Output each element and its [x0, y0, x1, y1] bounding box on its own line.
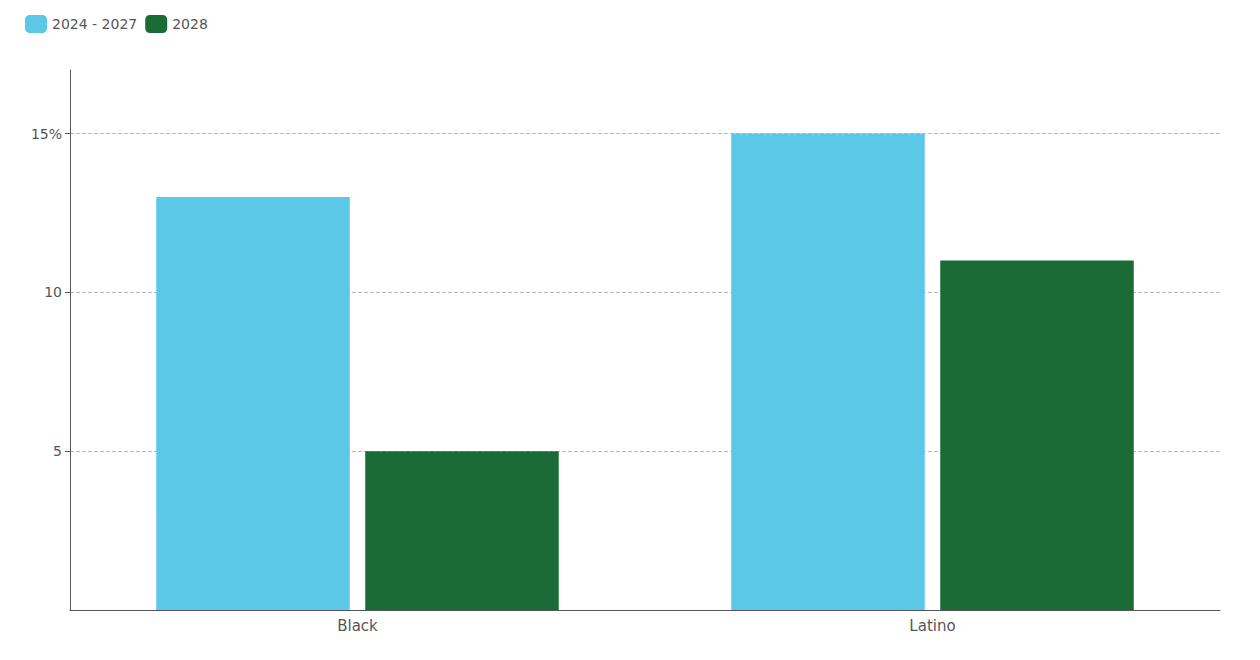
svg-text:15%: 15%	[31, 126, 62, 142]
svg-text:Latino: Latino	[909, 617, 955, 635]
svg-text:2028: 2028	[172, 16, 208, 32]
svg-text:10: 10	[44, 284, 62, 300]
svg-text:Black: Black	[337, 617, 378, 635]
svg-text:5: 5	[53, 443, 62, 459]
svg-text:2024 - 2027: 2024 - 2027	[52, 16, 137, 32]
